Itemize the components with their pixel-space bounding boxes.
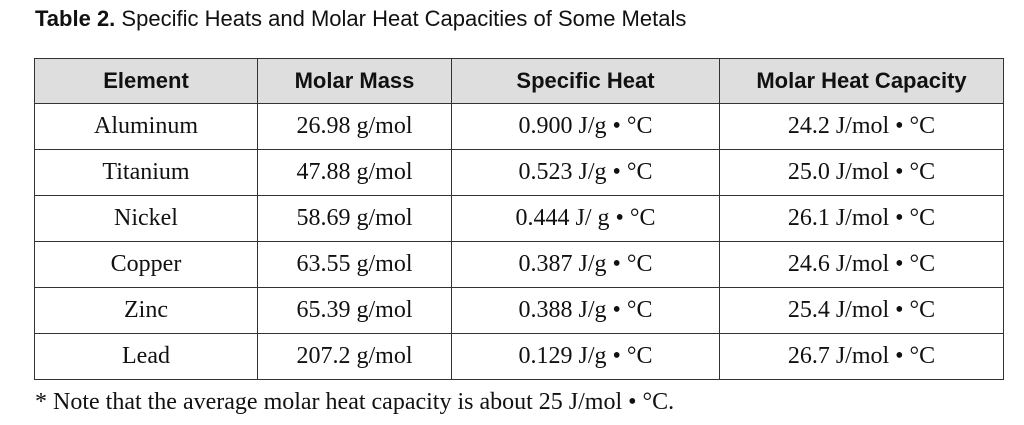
table-caption: Table 2. Specific Heats and Molar Heat C… xyxy=(35,6,686,32)
cell-specific-heat: 0.444 J/ g • °C xyxy=(451,195,720,242)
cell-molar-mass: 47.88 g/mol xyxy=(257,149,452,196)
cell-element: Copper xyxy=(34,241,258,288)
table-caption-label: Table 2. xyxy=(35,6,116,31)
cell-molar-mass: 65.39 g/mol xyxy=(257,287,452,334)
footnote: * Note that the average molar heat capac… xyxy=(35,389,675,415)
cell-specific-heat: 0.387 J/g • °C xyxy=(451,241,720,288)
cell-molar-heat-capacity: 24.6 J/mol • °C xyxy=(719,241,1004,288)
header-molar-mass: Molar Mass xyxy=(257,58,452,104)
cell-molar-heat-capacity: 25.0 J/mol • °C xyxy=(719,149,1004,196)
cell-molar-heat-capacity: 26.1 J/mol • °C xyxy=(719,195,1004,242)
header-element: Element xyxy=(34,58,258,104)
table-row: Nickel 58.69 g/mol 0.444 J/ g • °C 26.1 … xyxy=(34,195,1004,242)
specific-heat-table: Element Molar Mass Specific Heat Molar H… xyxy=(34,58,1004,380)
table-row: Titanium 47.88 g/mol 0.523 J/g • °C 25.0… xyxy=(34,149,1004,196)
cell-molar-mass: 207.2 g/mol xyxy=(257,333,452,380)
cell-element: Lead xyxy=(34,333,258,380)
table-row: Zinc 65.39 g/mol 0.388 J/g • °C 25.4 J/m… xyxy=(34,287,1004,334)
table-row: Lead 207.2 g/mol 0.129 J/g • °C 26.7 J/m… xyxy=(34,333,1004,380)
cell-element: Zinc xyxy=(34,287,258,334)
cell-element: Nickel xyxy=(34,195,258,242)
cell-molar-mass: 63.55 g/mol xyxy=(257,241,452,288)
cell-specific-heat: 0.388 J/g • °C xyxy=(451,287,720,334)
header-specific-heat: Specific Heat xyxy=(451,58,720,104)
cell-specific-heat: 0.900 J/g • °C xyxy=(451,103,720,150)
cell-molar-heat-capacity: 25.4 J/mol • °C xyxy=(719,287,1004,334)
cell-molar-mass: 26.98 g/mol xyxy=(257,103,452,150)
cell-molar-heat-capacity: 26.7 J/mol • °C xyxy=(719,333,1004,380)
cell-element: Aluminum xyxy=(34,103,258,150)
table-row: Aluminum 26.98 g/mol 0.900 J/g • °C 24.2… xyxy=(34,103,1004,150)
cell-element: Titanium xyxy=(34,149,258,196)
cell-specific-heat: 0.523 J/g • °C xyxy=(451,149,720,196)
header-molar-heat-capacity: Molar Heat Capacity xyxy=(719,58,1004,104)
table-header-row: Element Molar Mass Specific Heat Molar H… xyxy=(34,58,1004,104)
cell-molar-mass: 58.69 g/mol xyxy=(257,195,452,242)
cell-specific-heat: 0.129 J/g • °C xyxy=(451,333,720,380)
cell-molar-heat-capacity: 24.2 J/mol • °C xyxy=(719,103,1004,150)
table-row: Copper 63.55 g/mol 0.387 J/g • °C 24.6 J… xyxy=(34,241,1004,288)
table-caption-text: Specific Heats and Molar Heat Capacities… xyxy=(121,6,687,31)
